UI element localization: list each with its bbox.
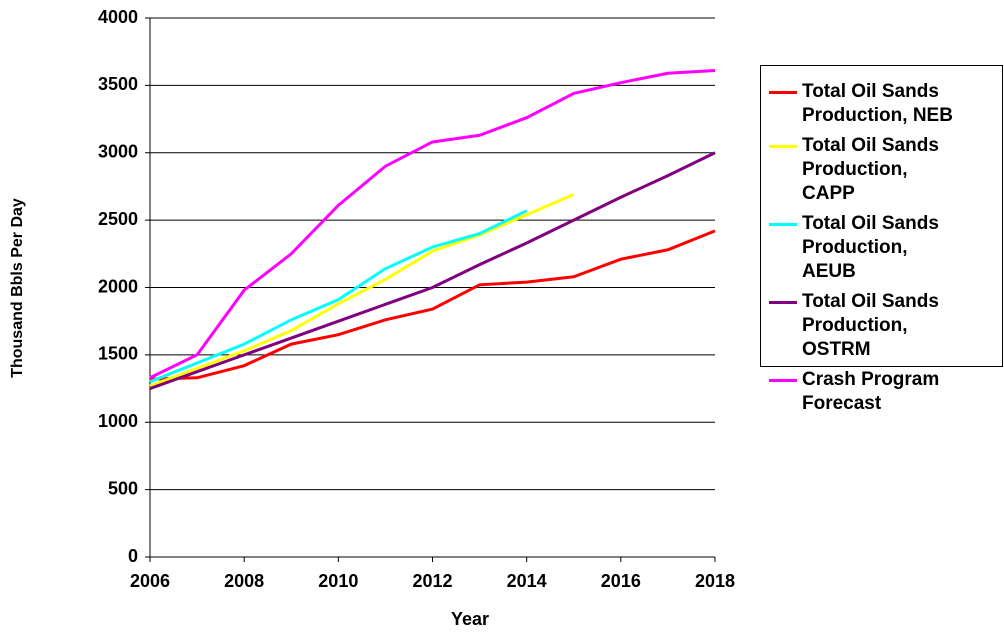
x-tick-label: 2006 <box>130 571 170 591</box>
series-line <box>149 209 528 384</box>
legend-swatch <box>769 301 797 304</box>
y-tick-label: 1000 <box>98 411 138 431</box>
y-tick-label: 3000 <box>98 142 138 162</box>
x-tick-label: 2010 <box>318 571 358 591</box>
legend-swatch <box>769 379 797 382</box>
y-tick-label: 3500 <box>98 74 138 94</box>
y-tick-label: 4000 <box>98 7 138 27</box>
legend-entry: Total Oil Sands Production, AEUB <box>769 212 1002 284</box>
legend-swatch <box>769 145 797 148</box>
y-tick-label: 2000 <box>98 276 138 296</box>
legend-entry: Total Oil Sands Production, NEB <box>769 80 1002 128</box>
x-axis-label: Year <box>451 609 489 629</box>
x-tick-label: 2018 <box>695 571 735 591</box>
series-line <box>149 229 716 381</box>
x-tick-label: 2016 <box>601 571 641 591</box>
y-tick-label: 2500 <box>98 209 138 229</box>
legend-label: Total Oil Sands Production, CAPP <box>802 135 939 204</box>
y-tick-label: 0 <box>128 546 138 566</box>
x-tick-label: 2012 <box>412 571 452 591</box>
y-axis-label: Thousand Bbls Per Day <box>9 198 26 378</box>
legend-swatch <box>769 91 797 94</box>
legend-label: Total Oil Sands Production, NEB <box>802 81 953 126</box>
legend-label: Total Oil Sands Production, OSTRM <box>802 291 939 360</box>
legend-entry: Total Oil Sands Production, OSTRM <box>769 290 1002 362</box>
x-tick-label: 2008 <box>224 571 264 591</box>
legend-label: Total Oil Sands Production, AEUB <box>802 213 939 282</box>
series-line <box>149 193 575 388</box>
x-tick-label: 2014 <box>507 571 547 591</box>
legend-swatch <box>769 223 797 226</box>
legend-label: Crash Program Forecast <box>802 369 940 414</box>
legend: Total Oil Sands Production, NEB Total Oil… <box>760 65 1003 414</box>
y-tick-label: 500 <box>108 478 138 498</box>
series-line <box>149 69 716 380</box>
y-tick-label: 1500 <box>98 344 138 364</box>
legend-entry: Crash Program Forecast <box>769 368 1002 416</box>
series-line <box>149 151 716 390</box>
legend-entry: Total Oil Sands Production, CAPP <box>769 134 1002 206</box>
